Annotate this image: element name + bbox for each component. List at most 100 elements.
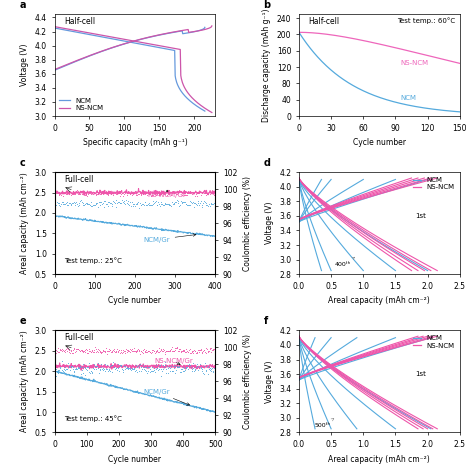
Point	[98, 349, 105, 356]
Point	[182, 345, 190, 353]
Point	[63, 190, 70, 198]
Point	[115, 188, 123, 196]
Point	[77, 346, 85, 353]
Point	[159, 345, 166, 353]
Point	[127, 365, 134, 372]
Point	[53, 346, 60, 353]
Point	[76, 363, 83, 371]
Point	[184, 361, 192, 369]
Point	[134, 198, 142, 206]
Point	[86, 348, 94, 355]
Point	[84, 364, 92, 371]
Point	[67, 363, 75, 370]
Point	[185, 201, 192, 209]
Point	[114, 188, 122, 196]
Point	[177, 348, 184, 355]
Point	[78, 199, 86, 206]
Point	[192, 363, 200, 370]
Point	[61, 348, 69, 355]
Point	[195, 348, 203, 355]
Point	[126, 198, 134, 206]
Point	[178, 365, 186, 373]
Point	[152, 361, 160, 368]
Point	[131, 347, 139, 354]
Point	[155, 200, 163, 208]
Point	[87, 348, 94, 356]
Point	[183, 201, 191, 209]
Point	[125, 347, 133, 354]
Point	[83, 349, 91, 357]
Point	[130, 364, 138, 371]
Point	[134, 368, 141, 375]
Point	[73, 186, 81, 194]
Point	[153, 364, 161, 372]
Point	[186, 201, 193, 208]
Point	[112, 203, 119, 211]
Text: 400ᵗʰ: 400ᵗʰ	[334, 257, 355, 267]
Point	[89, 346, 96, 354]
Point	[160, 201, 168, 208]
Point	[188, 200, 196, 207]
Point	[69, 363, 76, 371]
Point	[179, 198, 187, 206]
Point	[157, 372, 164, 379]
Point	[68, 349, 76, 357]
Y-axis label: Coulombic efficiency (%): Coulombic efficiency (%)	[243, 334, 252, 429]
Point	[206, 366, 214, 374]
Point	[79, 361, 87, 368]
Point	[173, 366, 180, 373]
Point	[167, 191, 175, 198]
Point	[132, 200, 139, 207]
Point	[68, 201, 75, 208]
Point	[165, 363, 173, 371]
Point	[123, 365, 130, 372]
Point	[120, 188, 128, 196]
Text: c: c	[19, 158, 25, 168]
Point	[158, 191, 165, 198]
Point	[89, 368, 96, 375]
Point	[145, 347, 153, 355]
Point	[84, 349, 92, 357]
Point	[104, 347, 112, 354]
Point	[141, 190, 148, 197]
Point	[136, 199, 144, 206]
Point	[119, 369, 127, 376]
Point	[157, 191, 164, 198]
Point	[59, 200, 66, 208]
Point	[156, 203, 164, 210]
Point	[116, 189, 123, 197]
Point	[93, 199, 101, 207]
Point	[64, 345, 71, 352]
X-axis label: Specific capacity (mAh g⁻¹): Specific capacity (mAh g⁻¹)	[82, 138, 187, 147]
Point	[84, 200, 92, 208]
Point	[135, 204, 143, 212]
Point	[160, 346, 168, 354]
Point	[68, 362, 76, 370]
Point	[195, 189, 202, 197]
Legend: NCM, NS-NCM: NCM, NS-NCM	[411, 334, 456, 350]
Point	[104, 191, 111, 198]
Point	[199, 365, 206, 372]
Point	[119, 346, 127, 353]
Point	[211, 368, 219, 375]
Point	[60, 365, 67, 372]
Point	[58, 345, 66, 353]
Point	[101, 348, 109, 355]
Text: a: a	[19, 0, 26, 10]
Point	[90, 365, 98, 373]
Point	[161, 358, 169, 365]
Point	[199, 370, 207, 377]
Point	[149, 191, 156, 199]
Point	[187, 198, 194, 205]
Point	[59, 367, 67, 374]
Point	[127, 189, 135, 197]
Point	[167, 345, 175, 353]
Point	[90, 189, 98, 196]
Point	[81, 189, 88, 197]
Point	[80, 370, 87, 377]
Point	[210, 368, 217, 376]
Point	[91, 201, 99, 208]
Point	[173, 196, 181, 204]
Point	[127, 202, 135, 210]
Point	[93, 362, 101, 370]
